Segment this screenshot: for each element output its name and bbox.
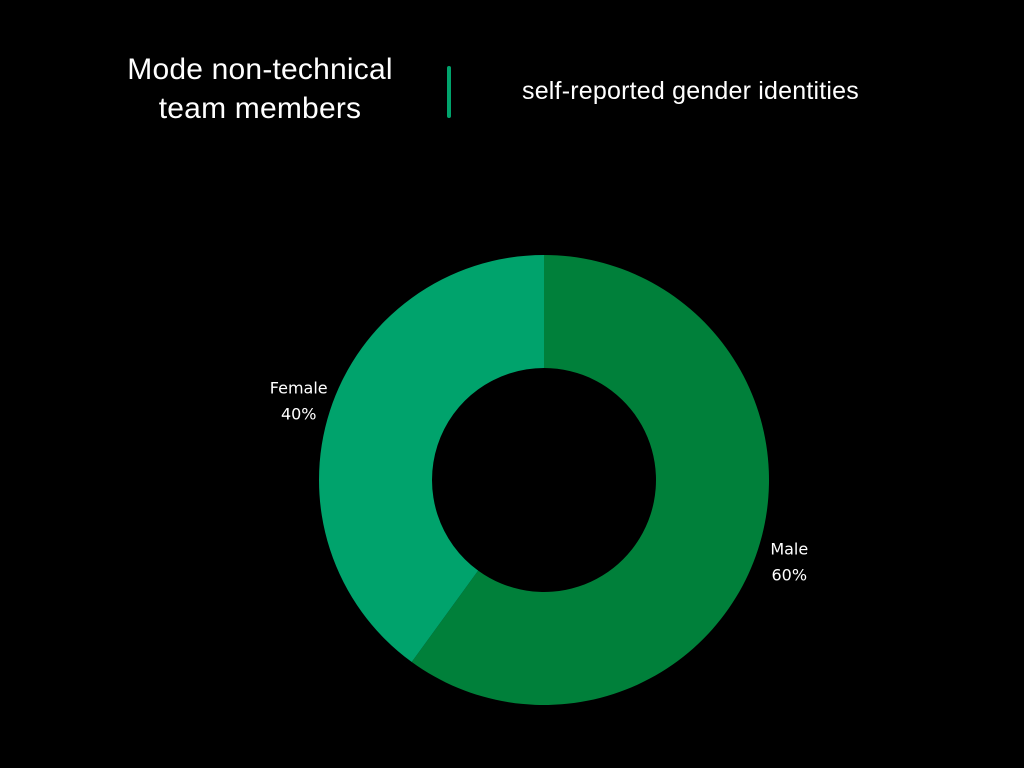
- chart-title: Mode non-technical team members: [100, 50, 420, 128]
- slice-label-male: Male: [770, 539, 808, 558]
- slice-label-female: Female: [270, 379, 328, 398]
- slice-value-male: 60%: [771, 565, 807, 584]
- slice-male: [411, 255, 770, 705]
- chart-title-line-1: Mode non-technical: [127, 53, 393, 86]
- chart-title-line-2: team members: [158, 92, 362, 125]
- title-divider: [447, 66, 451, 118]
- chart-subtitle: self-reported gender identities: [522, 77, 859, 105]
- slice-value-female: 40%: [281, 405, 317, 424]
- slice-female: [319, 255, 544, 663]
